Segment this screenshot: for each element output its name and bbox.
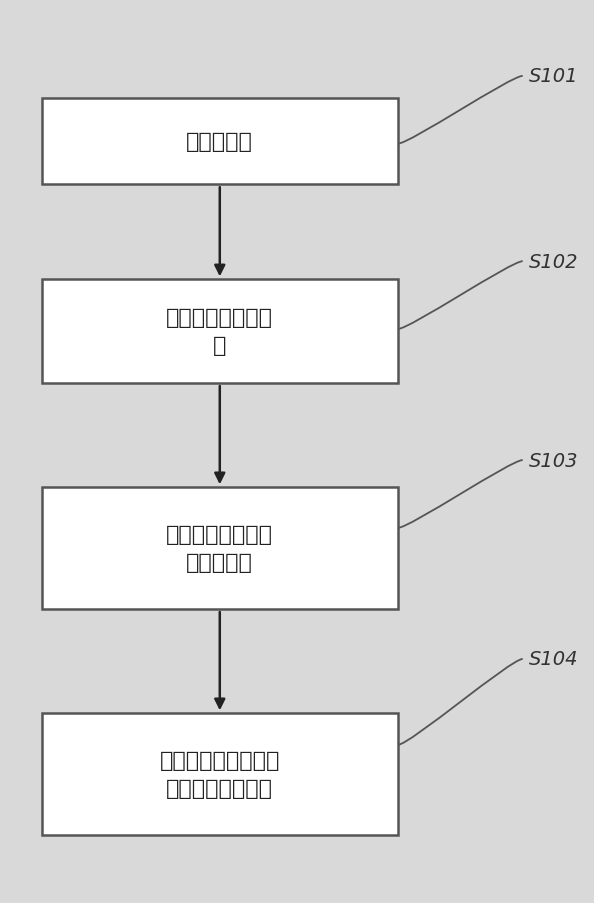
Text: 进入脱水器脱水，制
备出净化的氯乙烷: 进入脱水器脱水，制 备出净化的氯乙烷 <box>160 750 280 798</box>
Text: 制备氯乙烷: 制备氯乙烷 <box>187 132 253 153</box>
Text: S104: S104 <box>529 649 578 669</box>
Text: S101: S101 <box>529 67 578 87</box>
Bar <box>42 488 398 610</box>
Text: 氯乙烷在精馏塔进
行精馏分离: 氯乙烷在精馏塔进 行精馏分离 <box>166 525 273 573</box>
Text: S103: S103 <box>529 451 578 470</box>
Text: S102: S102 <box>529 252 578 272</box>
Text: 氯乙烷冷却液化处
理: 氯乙烷冷却液化处 理 <box>166 308 273 356</box>
Bar <box>42 99 398 185</box>
Bar <box>42 713 398 835</box>
Bar <box>42 280 398 384</box>
